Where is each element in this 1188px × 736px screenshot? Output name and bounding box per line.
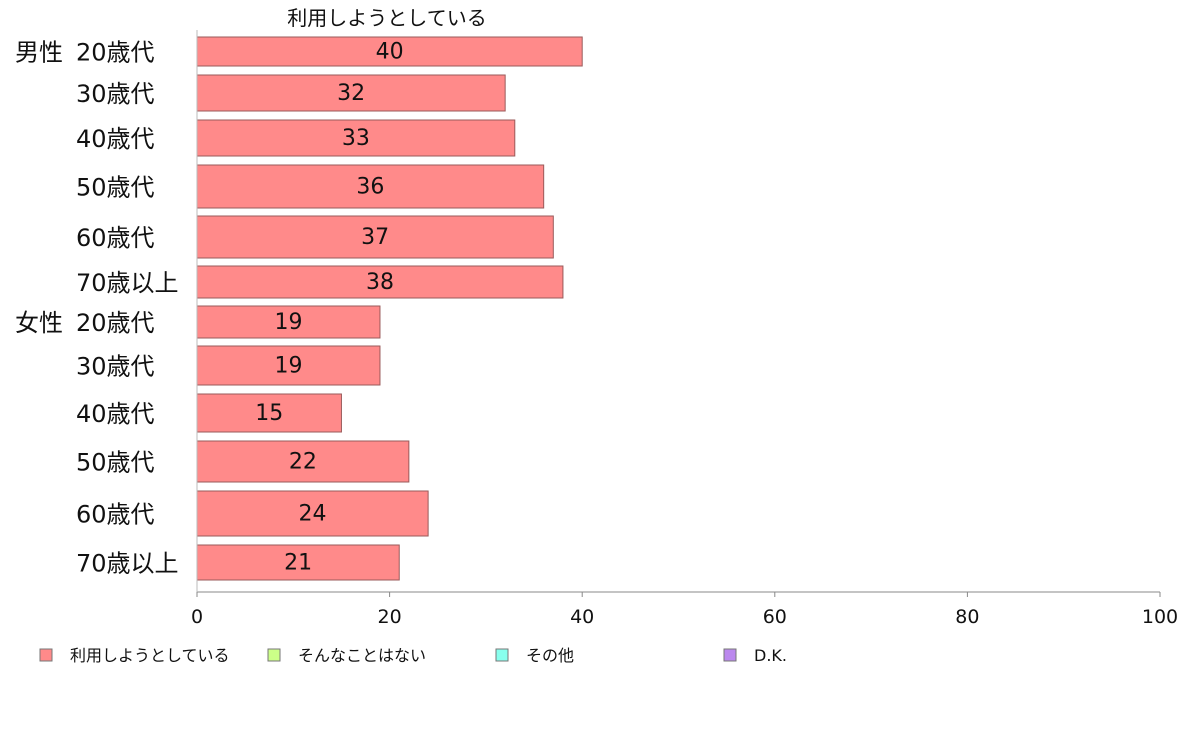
bar xyxy=(196,119,516,157)
bar xyxy=(196,544,400,581)
data-label: 19 xyxy=(274,310,302,335)
legend-swatch xyxy=(39,648,53,662)
x-tick-label: 100 xyxy=(1142,606,1178,628)
bar xyxy=(196,305,381,339)
x-tick-label: 80 xyxy=(955,606,979,628)
x-tick-label: 40 xyxy=(570,606,594,628)
column-header: 利用しようとしている xyxy=(287,6,486,30)
legend-swatch xyxy=(267,648,281,662)
bar xyxy=(196,440,410,483)
legend-label: 利用しようとしている xyxy=(70,646,230,665)
category-label: 60歳代 xyxy=(76,501,155,529)
legend-swatch xyxy=(723,648,737,662)
category-label: 70歳以上 xyxy=(76,269,179,297)
bar xyxy=(196,74,506,112)
data-label: 38 xyxy=(366,270,394,295)
bar xyxy=(196,164,545,209)
data-label: 33 xyxy=(342,126,370,151)
legend-label: そんなことはない xyxy=(298,646,426,665)
bar xyxy=(196,36,583,67)
category-label: 60歳代 xyxy=(76,224,155,252)
category-label: 50歳代 xyxy=(76,449,155,477)
bar xyxy=(196,490,429,537)
data-label: 15 xyxy=(255,401,283,426)
category-label: 30歳代 xyxy=(76,80,155,108)
bar xyxy=(196,215,554,259)
data-label: 36 xyxy=(356,175,384,200)
data-label: 24 xyxy=(299,502,327,527)
bars-group: 4020歳代男性3230歳代3340歳代3650歳代3760歳代3870歳以上1… xyxy=(15,36,583,581)
legend-label: D.K. xyxy=(754,646,787,665)
legend: 利用しようとしている そんなことはない その他 D.K. xyxy=(39,646,787,665)
x-tick-label: 20 xyxy=(378,606,402,628)
legend-swatch xyxy=(495,648,509,662)
category-label: 50歳代 xyxy=(76,174,155,202)
data-label: 21 xyxy=(284,551,312,576)
category-label: 30歳代 xyxy=(76,353,155,381)
group-label: 女性 xyxy=(15,309,63,337)
category-label: 40歳代 xyxy=(76,125,155,153)
data-label: 19 xyxy=(274,354,302,379)
legend-label: その他 xyxy=(526,646,574,665)
category-label: 20歳代 xyxy=(76,309,155,337)
data-label: 22 xyxy=(289,450,317,475)
x-tick-label: 0 xyxy=(191,606,203,628)
data-label: 32 xyxy=(337,81,365,106)
x-tick-label: 60 xyxy=(763,606,787,628)
category-label: 20歳代 xyxy=(76,39,155,67)
x-axis: 0 20 40 60 80 100 xyxy=(191,30,1178,628)
data-label: 40 xyxy=(376,40,404,65)
data-label: 37 xyxy=(361,225,389,250)
category-label: 70歳以上 xyxy=(76,550,179,578)
category-label: 40歳代 xyxy=(76,400,155,428)
group-label: 男性 xyxy=(15,39,63,67)
